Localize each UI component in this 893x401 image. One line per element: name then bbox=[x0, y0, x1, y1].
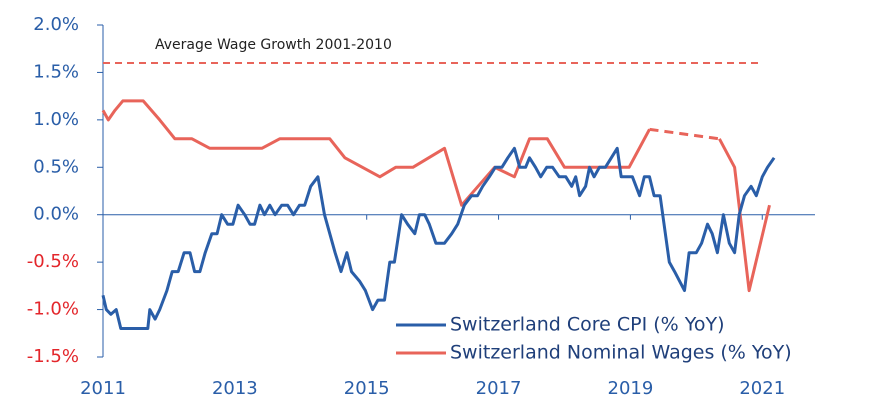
y-tick-label: 1.5% bbox=[33, 61, 79, 82]
y-tick-label: -1.0% bbox=[27, 299, 79, 320]
gap-bridge bbox=[649, 127, 720, 141]
y-tick-label: 2.0% bbox=[33, 14, 79, 35]
y-tick-label: -0.5% bbox=[27, 251, 79, 272]
y-tick-label: -1.5% bbox=[27, 346, 79, 367]
y-tick-label: 1.0% bbox=[33, 109, 79, 130]
series-line bbox=[101, 99, 651, 207]
series-line bbox=[101, 146, 776, 330]
series-line bbox=[718, 138, 771, 293]
x-tick-label: 2017 bbox=[476, 378, 522, 399]
annotation: Average Wage Growth 2001-2010 bbox=[155, 37, 392, 53]
x-tick-label: 2019 bbox=[608, 378, 654, 399]
x-tick-label: 2011 bbox=[80, 378, 126, 399]
legend-label: Switzerland Core CPI (% YoY) bbox=[450, 314, 724, 336]
x-tick-label: 2015 bbox=[344, 378, 390, 399]
y-tick-label: 0.5% bbox=[33, 156, 79, 177]
legend-label: Switzerland Nominal Wages (% YoY) bbox=[450, 342, 792, 364]
x-tick-label: 2021 bbox=[739, 378, 785, 399]
x-tick-label: 2013 bbox=[212, 378, 258, 399]
y-tick-label: 0.0% bbox=[33, 204, 79, 225]
